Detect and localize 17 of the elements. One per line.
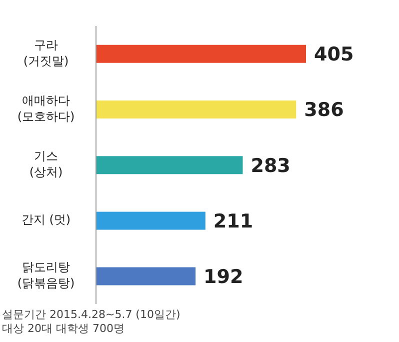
data-label: 192 <box>204 266 244 288</box>
data-label: 211 <box>213 210 254 232</box>
y-tick-label: 기스 (상처) <box>29 149 63 180</box>
data-label: 283 <box>250 154 290 177</box>
text: 설문기간 2015.4.28~5.7 (10일간) <box>2 308 182 322</box>
bar <box>96 212 206 230</box>
y-tick-label: 닭도리탕 (닭볶음탕) <box>17 260 75 290</box>
bar <box>96 156 243 174</box>
text: 대상 20대 대학생 700명 <box>2 322 126 336</box>
bar <box>96 267 196 286</box>
data-label: 386 <box>304 99 344 122</box>
y-tick-label: 구라 (거짓말) <box>23 38 69 68</box>
bar <box>96 44 306 63</box>
y-tick-label: 애매하다 (모호하다) <box>17 94 75 124</box>
data-label: 405 <box>314 44 354 66</box>
y-tick-label: 간지 (멋) <box>21 212 71 227</box>
bar <box>96 100 296 119</box>
